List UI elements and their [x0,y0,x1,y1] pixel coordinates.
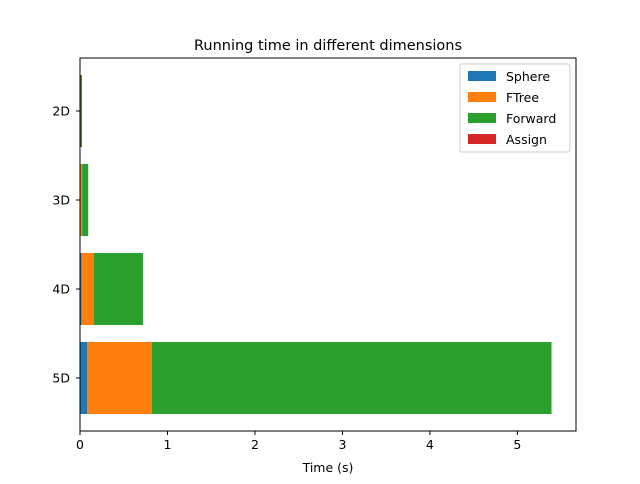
x-axis-label: Time (s) [302,460,354,475]
x-axis: 0 1 2 3 4 5 [76,431,521,452]
legend-label-forward: Forward [506,111,556,126]
legend-label-assign: Assign [506,132,547,147]
legend-swatch-sphere [468,71,496,81]
plot-frame [79,57,577,432]
x-tick-label: 5 [513,437,521,452]
bar-assign-2d [80,75,82,147]
x-tick-label: 4 [426,437,434,452]
bar-sphere-4d [80,253,82,325]
bar-forward-5d [151,342,552,414]
y-tick-label: 5D [52,371,70,386]
legend-swatch-ftree [468,92,496,102]
legend-box [459,63,571,153]
bar-ftree-4d [81,253,94,325]
bar-ftree-5d [86,342,152,414]
bar-ftree-3d [80,164,83,236]
legend-label-ftree: FTree [506,90,539,105]
bar-forward-2d [80,75,82,147]
x-tick-label: 1 [164,437,172,452]
legend-label-sphere: Sphere [506,69,550,84]
bars-layer [80,75,552,414]
legend-swatch-assign [468,134,496,144]
x-tick-label: 3 [338,437,346,452]
y-tick-label: 4D [52,282,70,297]
legend: Sphere FTree Forward Assign [459,63,571,153]
bar-sphere-5d [80,342,87,414]
y-axis: 2D 3D 4D 5D [52,104,80,386]
bar-forward-4d [93,253,143,325]
x-tick-label: 0 [76,437,84,452]
x-tick-label: 2 [251,437,259,452]
y-tick-label: 3D [52,193,70,208]
bar-forward-3d [82,164,89,236]
chart-title: Running time in different dimensions [194,38,462,54]
y-tick-label: 2D [52,104,70,119]
legend-swatch-forward [468,113,496,123]
